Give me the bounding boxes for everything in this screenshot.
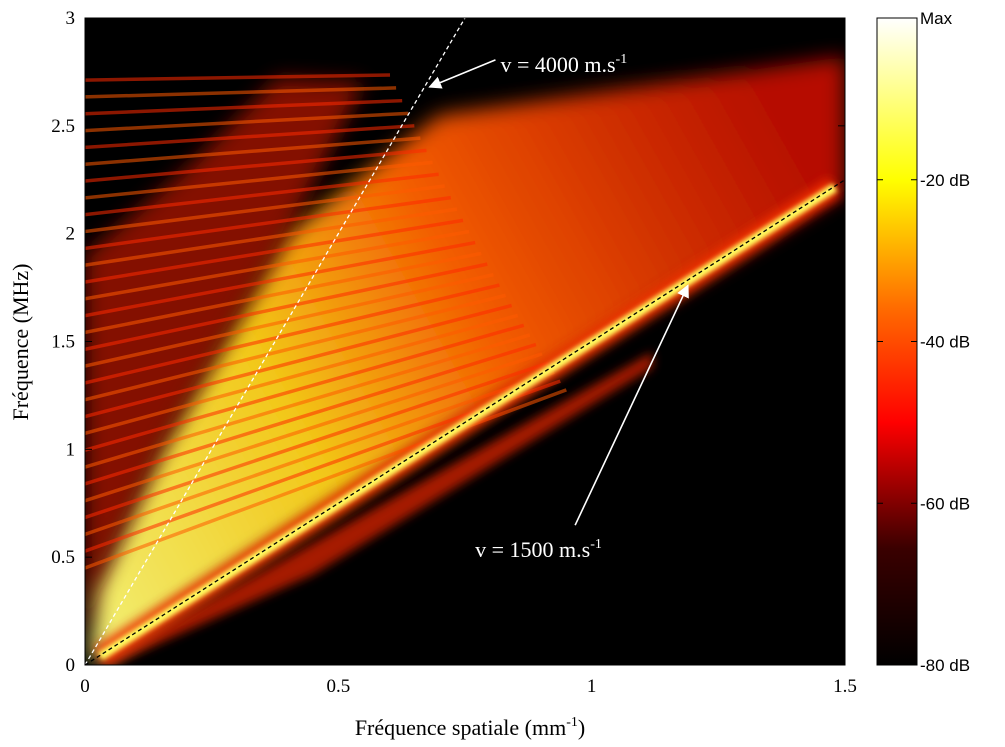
colorbar-tick-label: -40 dB <box>920 333 970 352</box>
spectrum-fan <box>90 56 845 661</box>
strong-branch <box>97 183 838 661</box>
annotation-label: v = 4000 m.s-1 <box>500 52 627 77</box>
x-tick-label: 0 <box>80 676 90 697</box>
colorbar-tick-label: -20 dB <box>920 171 970 190</box>
colorbar-tick-label: -80 dB <box>920 656 970 675</box>
fringe-stripe <box>85 218 464 284</box>
x-axis-label: Fréquence spatiale (mm-1) <box>355 715 585 740</box>
x-axis-label-close: ) <box>578 715 585 740</box>
fringe-stripe <box>85 184 445 234</box>
x-axis-label-sup: -1 <box>566 715 578 730</box>
reference-line-4000 <box>85 18 466 665</box>
fringe-stripe <box>85 124 415 150</box>
fringe-stripe <box>85 195 452 251</box>
fringe-stripe <box>85 313 519 436</box>
fringe-stripe <box>85 229 470 301</box>
fringe-stripe <box>85 283 500 385</box>
annotation-label-sup: -1 <box>616 52 628 67</box>
fringe-stripe <box>85 272 494 368</box>
y-tick-label: 1 <box>66 439 76 460</box>
fringe-stripe <box>85 361 549 520</box>
annotation-label-sup: -1 <box>590 537 602 552</box>
y-axis-label: Fréquence (MHz) <box>8 264 33 421</box>
y-tick-label: 0 <box>66 655 76 676</box>
x-tick-label: 0.5 <box>326 676 350 697</box>
fringe-stripe <box>85 262 488 351</box>
fringe-stripe <box>85 86 397 99</box>
reference-line-1500 <box>85 179 845 665</box>
annotation-label: v = 1500 m.s-1 <box>475 537 602 562</box>
x-axis-ticks: 0 0.5 1 1.5 <box>80 18 857 697</box>
colorbar-tick-label: -60 dB <box>920 494 970 513</box>
fringe-stripe <box>85 136 421 166</box>
fringe-stripe <box>85 172 439 217</box>
fringe-stripe <box>85 352 543 503</box>
x-tick-label: 1.5 <box>833 676 857 697</box>
annotation-label-main: v = 1500 m.s <box>475 537 590 562</box>
fringe-stripe <box>85 111 409 133</box>
y-tick-label: 3 <box>66 8 76 29</box>
fringe-stripe <box>85 73 391 82</box>
x-axis-label-main: Fréquence spatiale (mm <box>355 715 566 740</box>
annotation-arrow <box>428 59 496 89</box>
fringe-stripe <box>85 148 427 183</box>
annotation-label-main: v = 4000 m.s <box>500 52 615 77</box>
fringe-stripe <box>85 303 513 419</box>
annotations: v = 4000 m.s-1v = 1500 m.s-1 <box>428 52 689 562</box>
colorbar-ticks: Max -20 dB -40 dB -60 dB -80 dB <box>877 9 970 675</box>
x-tick-label: 1 <box>587 676 597 697</box>
fringe-stripe <box>85 160 433 200</box>
fringe-stripe <box>85 293 506 402</box>
y-axis-ticks: 0 0.5 1 1.5 2 2.5 3 <box>51 8 845 676</box>
colorbar-tick-label: Max <box>920 9 953 28</box>
fringe-stripe <box>85 251 482 335</box>
y-tick-label: 1.5 <box>51 332 75 353</box>
fringe-stripe <box>85 207 458 267</box>
y-tick-label: 0.5 <box>51 547 75 568</box>
y-tick-label: 2.5 <box>51 116 75 137</box>
fringe-stripe <box>85 98 403 116</box>
y-tick-label: 2 <box>66 224 76 245</box>
fringe-stripe <box>85 323 525 452</box>
annotation-arrow <box>574 284 689 526</box>
fringe-stripe <box>85 333 531 469</box>
fringe-stripes <box>85 73 567 570</box>
fringe-stripe <box>85 342 537 486</box>
fringe-stripe <box>85 240 476 318</box>
fringe-stripe <box>85 370 555 536</box>
